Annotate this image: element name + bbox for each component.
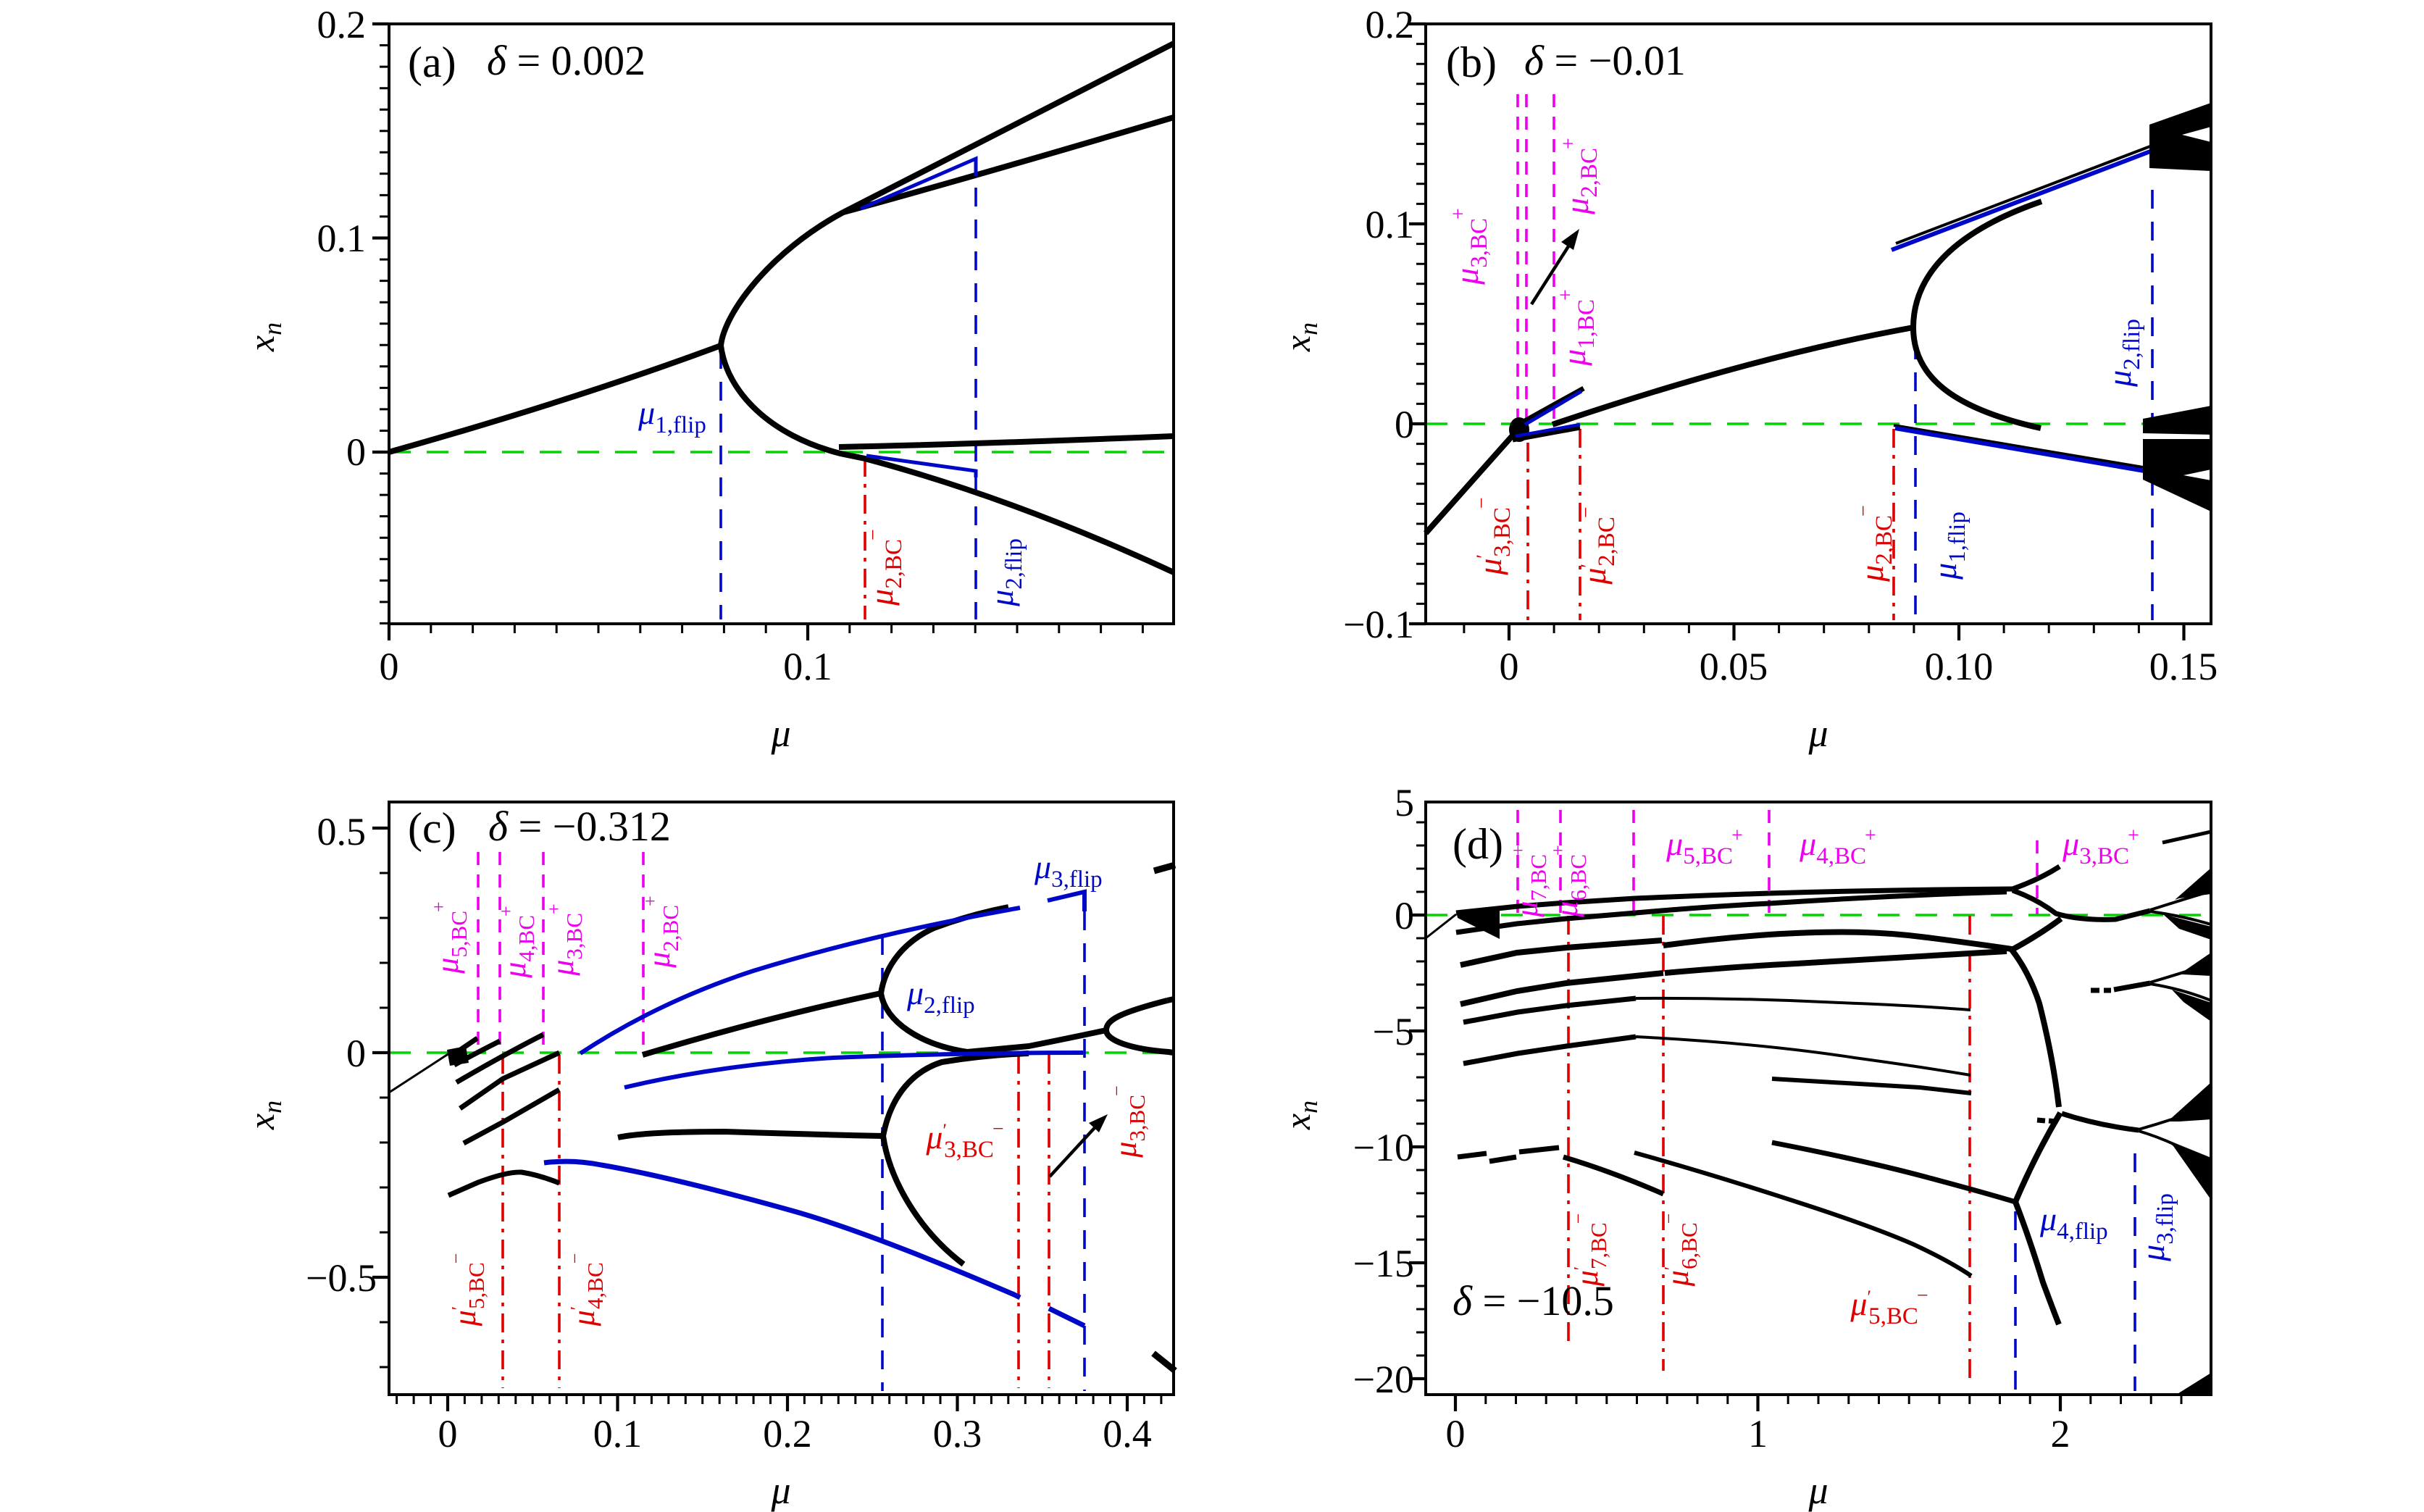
svg-text:μ3,flip: μ3,flip (1034, 848, 1103, 893)
svg-text:μ: μ (1807, 1469, 1828, 1512)
svg-text:0.1: 0.1 (783, 645, 832, 688)
svg-text:(b): (b) (1446, 38, 1497, 86)
svg-text:0.4: 0.4 (1103, 1412, 1152, 1455)
svg-text:μ4,BC+: μ4,BC+ (1799, 824, 1876, 869)
svg-text:0.2: 0.2 (317, 3, 367, 46)
svg-text:0: 0 (1500, 645, 1519, 688)
svg-text:μ3,BC−: μ3,BC− (1106, 1085, 1150, 1158)
svg-text:μ′3,BC−: μ′3,BC− (1471, 497, 1516, 575)
svg-text:μ: μ (770, 711, 790, 755)
svg-text:μ: μ (770, 1469, 790, 1512)
svg-text:δ = −0.312: δ = −0.312 (488, 803, 671, 850)
svg-text:−0.5: −0.5 (306, 1256, 377, 1300)
svg-text:μ1,BC+: μ1,BC+ (1555, 289, 1600, 367)
svg-text:0: 0 (346, 1032, 366, 1075)
svg-text:μ′3,BC−: μ′3,BC− (925, 1118, 1003, 1163)
svg-text:μ2,flip: μ2,flip (2101, 319, 2145, 388)
svg-text:μ3,flip: μ3,flip (2134, 1193, 2178, 1262)
svg-text:2: 2 (2051, 1412, 2070, 1455)
svg-text:0.10: 0.10 (1925, 645, 1994, 688)
svg-text:δ = −10.5: δ = −10.5 (1453, 1277, 1614, 1324)
svg-text:μ: μ (1807, 711, 1828, 755)
svg-text:−5: −5 (1373, 1010, 1414, 1053)
svg-text:μ2,BC−: μ2,BC− (862, 529, 907, 606)
svg-text:μ′5,BC−: μ′5,BC− (446, 1253, 489, 1327)
svg-text:μ2,flip: μ2,flip (906, 974, 975, 1019)
svg-text:μ′7,BC−: μ′7,BC− (1568, 1214, 1611, 1287)
svg-text:μ2,BC+: μ2,BC+ (1558, 138, 1602, 215)
svg-text:5: 5 (1395, 781, 1414, 824)
svg-text:0.5: 0.5 (317, 810, 367, 853)
svg-text:−0.1: −0.1 (1343, 603, 1414, 646)
svg-text:(a): (a) (408, 38, 456, 86)
svg-text:1: 1 (1748, 1412, 1768, 1455)
svg-text:μ7,BC+: μ7,BC+ (1508, 845, 1551, 917)
svg-text:0: 0 (346, 430, 366, 474)
svg-text:0.15: 0.15 (2149, 645, 2218, 688)
svg-text:0.3: 0.3 (933, 1412, 982, 1455)
svg-text:0.1: 0.1 (593, 1412, 643, 1455)
svg-text:μ′5,BC−: μ′5,BC− (1850, 1285, 1928, 1329)
svg-text:0: 0 (380, 645, 399, 688)
svg-text:μ1,flip: μ1,flip (1926, 511, 1970, 580)
svg-text:μ3,BC+: μ3,BC+ (1447, 208, 1492, 285)
svg-text:0.1: 0.1 (317, 217, 367, 260)
svg-text:0.2: 0.2 (763, 1412, 812, 1455)
svg-text:δ = −0.01: δ = −0.01 (1524, 37, 1686, 84)
svg-text:−10: −10 (1353, 1126, 1414, 1169)
svg-text:μ4,flip: μ4,flip (2039, 1200, 2108, 1245)
svg-text:μ5,BC+: μ5,BC+ (428, 901, 472, 974)
svg-text:μ′4,BC−: μ′4,BC− (564, 1253, 608, 1327)
svg-text:μ3,BC+: μ3,BC+ (543, 903, 587, 976)
svg-text:μ1,flip: μ1,flip (638, 394, 706, 438)
svg-text:−15: −15 (1353, 1242, 1414, 1285)
svg-text:δ = 0.002: δ = 0.002 (487, 37, 645, 84)
svg-text:μ3,BC+: μ3,BC+ (2062, 824, 2139, 869)
svg-text:0.05: 0.05 (1700, 645, 1768, 688)
svg-text:μ2,BC−: μ2,BC− (1852, 505, 1897, 582)
svg-text:0.1: 0.1 (1366, 203, 1415, 246)
svg-text:(d): (d) (1453, 820, 1503, 868)
svg-text:0: 0 (1395, 403, 1414, 446)
svg-text:μ2,flip: μ2,flip (983, 538, 1027, 607)
svg-text:−20: −20 (1353, 1358, 1414, 1401)
svg-text:μ4,BC+: μ4,BC+ (496, 906, 539, 978)
svg-text:μ6,BC+: μ6,BC+ (1547, 845, 1591, 917)
svg-text:0: 0 (1395, 894, 1414, 937)
svg-text:μ2,BC+: μ2,BC+ (640, 895, 683, 968)
svg-text:μ′6,BC−: μ′6,BC− (1658, 1214, 1702, 1287)
svg-text:(c): (c) (408, 804, 456, 852)
svg-text:0: 0 (1446, 1412, 1466, 1455)
svg-text:μ′2,BC−: μ′2,BC− (1575, 506, 1620, 585)
svg-text:0: 0 (438, 1412, 458, 1455)
svg-text:0.2: 0.2 (1366, 3, 1415, 46)
svg-text:μ5,BC+: μ5,BC+ (1666, 824, 1743, 869)
